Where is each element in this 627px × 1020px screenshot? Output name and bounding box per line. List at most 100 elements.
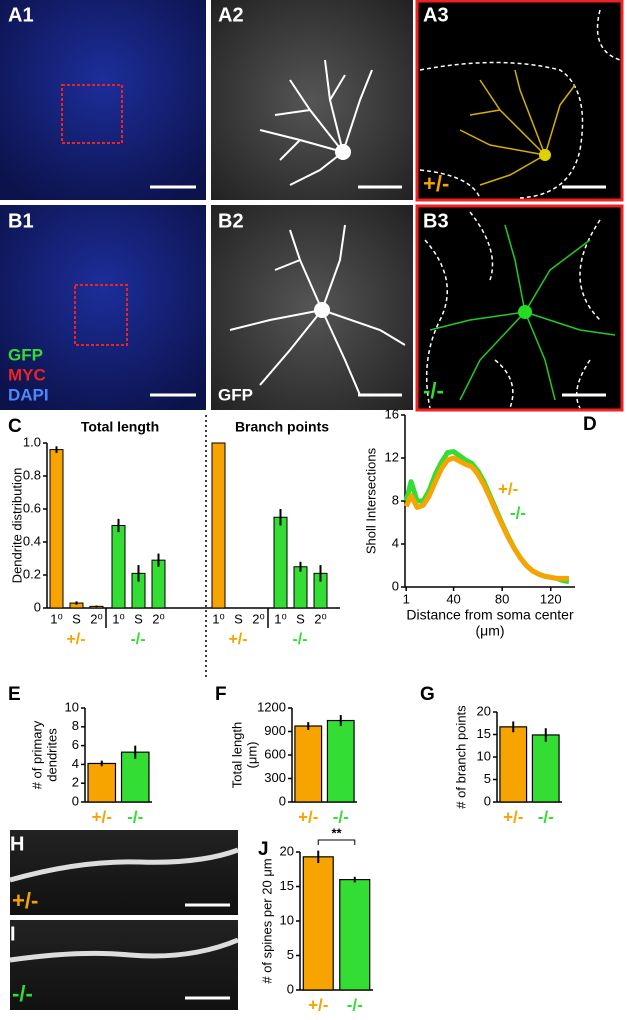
legend-entry: +/- bbox=[498, 479, 518, 498]
y-tick-label: 1.0 bbox=[23, 434, 41, 449]
x-tick-label: S bbox=[234, 611, 243, 626]
y-tick-label: 1200 bbox=[257, 699, 286, 714]
x-tick-label: -/- bbox=[347, 995, 363, 1014]
x-tick-label: +/- bbox=[92, 807, 112, 826]
bar bbox=[111, 525, 126, 609]
y-tick-label: 8 bbox=[72, 718, 79, 733]
y-axis-unit: (μm) bbox=[244, 742, 259, 769]
image-a1 bbox=[0, 0, 206, 200]
line-series bbox=[403, 449, 570, 585]
panel-label: A3 bbox=[423, 4, 449, 26]
dendrite bbox=[9, 847, 239, 883]
panel-label: E bbox=[8, 684, 21, 705]
y-tick-label: 5 bbox=[484, 771, 491, 786]
bar bbox=[326, 719, 355, 803]
y-axis-label: Total length bbox=[229, 722, 244, 789]
y-tick-label: 10 bbox=[477, 748, 491, 763]
y-tick-label: 0 bbox=[287, 981, 294, 996]
y-tick-label: 0.2 bbox=[23, 566, 41, 581]
x-tick-label: 1 bbox=[403, 591, 410, 606]
bar bbox=[294, 725, 323, 803]
y-axis-label: Sholl Intersections bbox=[363, 447, 378, 554]
series-label: +/- bbox=[228, 631, 247, 648]
dendrite bbox=[9, 937, 239, 963]
y-axis-label: Dendrite distribution bbox=[9, 468, 24, 584]
y-tick-label: 900 bbox=[264, 723, 286, 738]
x-axis-label: Distance from soma center bbox=[406, 607, 574, 623]
y-tick-label: 600 bbox=[264, 746, 286, 761]
image-a3 bbox=[415, 0, 624, 202]
soma bbox=[518, 305, 532, 319]
x-tick-label: 120 bbox=[540, 591, 562, 606]
panel-label: G bbox=[420, 684, 435, 705]
y-tick-label: 0 bbox=[484, 793, 491, 808]
neuron bbox=[229, 224, 406, 396]
x-tick-label: -/- bbox=[538, 807, 554, 826]
x-tick-label: S bbox=[134, 611, 143, 626]
x-tick-label: 1⁰ bbox=[274, 611, 286, 626]
panel-label: I bbox=[10, 923, 16, 945]
panel-label: C bbox=[8, 416, 22, 437]
x-tick-label: S bbox=[72, 611, 81, 626]
stain-label: GFP bbox=[218, 385, 253, 404]
y-tick-label: 10 bbox=[280, 912, 294, 927]
neuron-trace bbox=[459, 69, 576, 186]
soma bbox=[539, 149, 551, 161]
y-tick-label: 20 bbox=[477, 703, 491, 718]
x-tick-label: 1⁰ bbox=[50, 611, 62, 626]
y-tick-label: 0 bbox=[72, 793, 79, 808]
bar bbox=[151, 559, 166, 609]
y-tick-label: 12 bbox=[385, 449, 399, 464]
x-tick-label: 2⁰ bbox=[90, 611, 102, 626]
bar bbox=[293, 566, 308, 609]
panel-label: B3 bbox=[423, 210, 449, 232]
stain-label: MYC bbox=[8, 365, 46, 384]
roi-box bbox=[61, 84, 123, 144]
group-title: Branch points bbox=[235, 419, 329, 435]
y-axis-label: # of spines per 20 μm bbox=[259, 858, 274, 983]
y-tick-label: 16 bbox=[385, 406, 399, 421]
y-tick-label: 0.6 bbox=[23, 500, 41, 515]
x-tick-label: 2⁰ bbox=[252, 611, 264, 626]
panel-label: A1 bbox=[8, 4, 34, 26]
panel-label: H bbox=[10, 833, 24, 855]
panel-label: F bbox=[215, 684, 227, 705]
y-tick-label: 15 bbox=[477, 726, 491, 741]
y-tick-label: 20 bbox=[280, 843, 294, 858]
x-tick-label: 2⁰ bbox=[152, 611, 164, 626]
bar bbox=[302, 856, 334, 991]
y-tick-label: 0 bbox=[279, 793, 286, 808]
group-title: Total length bbox=[81, 419, 159, 435]
y-tick-label: 4 bbox=[72, 756, 79, 771]
line-series bbox=[403, 455, 569, 581]
image-b2 bbox=[211, 205, 413, 410]
x-tick-label: +/- bbox=[308, 995, 328, 1014]
contour bbox=[419, 9, 621, 199]
bar bbox=[120, 751, 150, 803]
x-tick-label: 2⁰ bbox=[314, 611, 326, 626]
genotype-label: -/- bbox=[423, 378, 444, 403]
image-i bbox=[10, 920, 238, 1010]
y-tick-label: 0.4 bbox=[23, 533, 41, 548]
y-tick-label: 10 bbox=[65, 699, 79, 714]
bar bbox=[273, 516, 288, 609]
bar bbox=[211, 442, 226, 609]
genotype-label: +/- bbox=[423, 171, 449, 196]
y-tick-label: 15 bbox=[280, 878, 294, 893]
y-tick-label: 2 bbox=[72, 775, 79, 790]
y-axis-unit: dendrites bbox=[44, 728, 59, 782]
bar bbox=[499, 726, 528, 803]
neuron bbox=[259, 59, 373, 186]
y-tick-label: 300 bbox=[264, 770, 286, 785]
x-tick-label: S bbox=[296, 611, 305, 626]
soma bbox=[314, 302, 330, 318]
stain-label: DAPI bbox=[8, 385, 49, 404]
x-tick-label: 1⁰ bbox=[112, 611, 124, 626]
image-b1 bbox=[0, 205, 206, 410]
x-tick-label: -/- bbox=[333, 807, 349, 826]
bar bbox=[87, 762, 117, 803]
neuron-trace bbox=[429, 224, 616, 401]
y-tick-label: 0.8 bbox=[23, 467, 41, 482]
